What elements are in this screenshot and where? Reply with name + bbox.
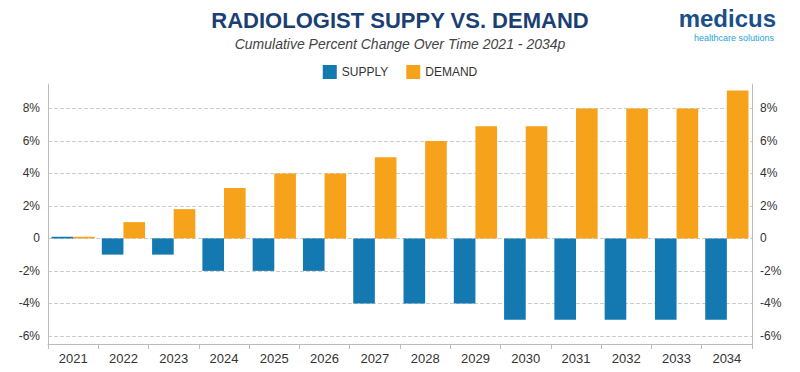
svg-text:8%: 8%	[760, 101, 778, 115]
svg-text:2034: 2034	[712, 351, 741, 366]
svg-text:-2%: -2%	[19, 264, 41, 278]
svg-text:RADIOLOGIST SUPPY VS. DEMAND: RADIOLOGIST SUPPY VS. DEMAND	[211, 8, 588, 33]
svg-text:healthcare solutions: healthcare solutions	[694, 33, 775, 43]
svg-text:2028: 2028	[411, 351, 440, 366]
svg-text:2%: 2%	[760, 199, 778, 213]
svg-text:2021: 2021	[59, 351, 88, 366]
svg-text:0: 0	[33, 231, 40, 245]
svg-text:6%: 6%	[23, 134, 41, 148]
svg-text:8%: 8%	[23, 101, 41, 115]
svg-text:2022: 2022	[109, 351, 138, 366]
svg-text:4%: 4%	[760, 166, 778, 180]
svg-text:0: 0	[760, 231, 767, 245]
svg-text:medicus: medicus	[679, 5, 776, 32]
svg-text:4%: 4%	[23, 166, 41, 180]
svg-text:Cumulative Percent Change Over: Cumulative Percent Change Over Time 2021…	[235, 36, 566, 52]
svg-text:-6%: -6%	[19, 329, 41, 343]
svg-text:SUPPLY: SUPPLY	[342, 65, 388, 79]
svg-text:-2%: -2%	[760, 264, 782, 278]
svg-text:2025: 2025	[260, 351, 289, 366]
svg-text:2023: 2023	[159, 351, 188, 366]
svg-text:-6%: -6%	[760, 329, 782, 343]
svg-text:2032: 2032	[612, 351, 641, 366]
svg-text:2027: 2027	[360, 351, 389, 366]
svg-text:2029: 2029	[461, 351, 490, 366]
svg-text:6%: 6%	[760, 134, 778, 148]
svg-text:2024: 2024	[210, 351, 239, 366]
svg-text:-4%: -4%	[760, 296, 782, 310]
svg-text:2030: 2030	[511, 351, 540, 366]
svg-text:-4%: -4%	[19, 296, 41, 310]
svg-text:2026: 2026	[310, 351, 339, 366]
svg-text:2%: 2%	[23, 199, 41, 213]
svg-text:DEMAND: DEMAND	[425, 65, 477, 79]
svg-text:2031: 2031	[562, 351, 591, 366]
svg-text:2033: 2033	[662, 351, 691, 366]
